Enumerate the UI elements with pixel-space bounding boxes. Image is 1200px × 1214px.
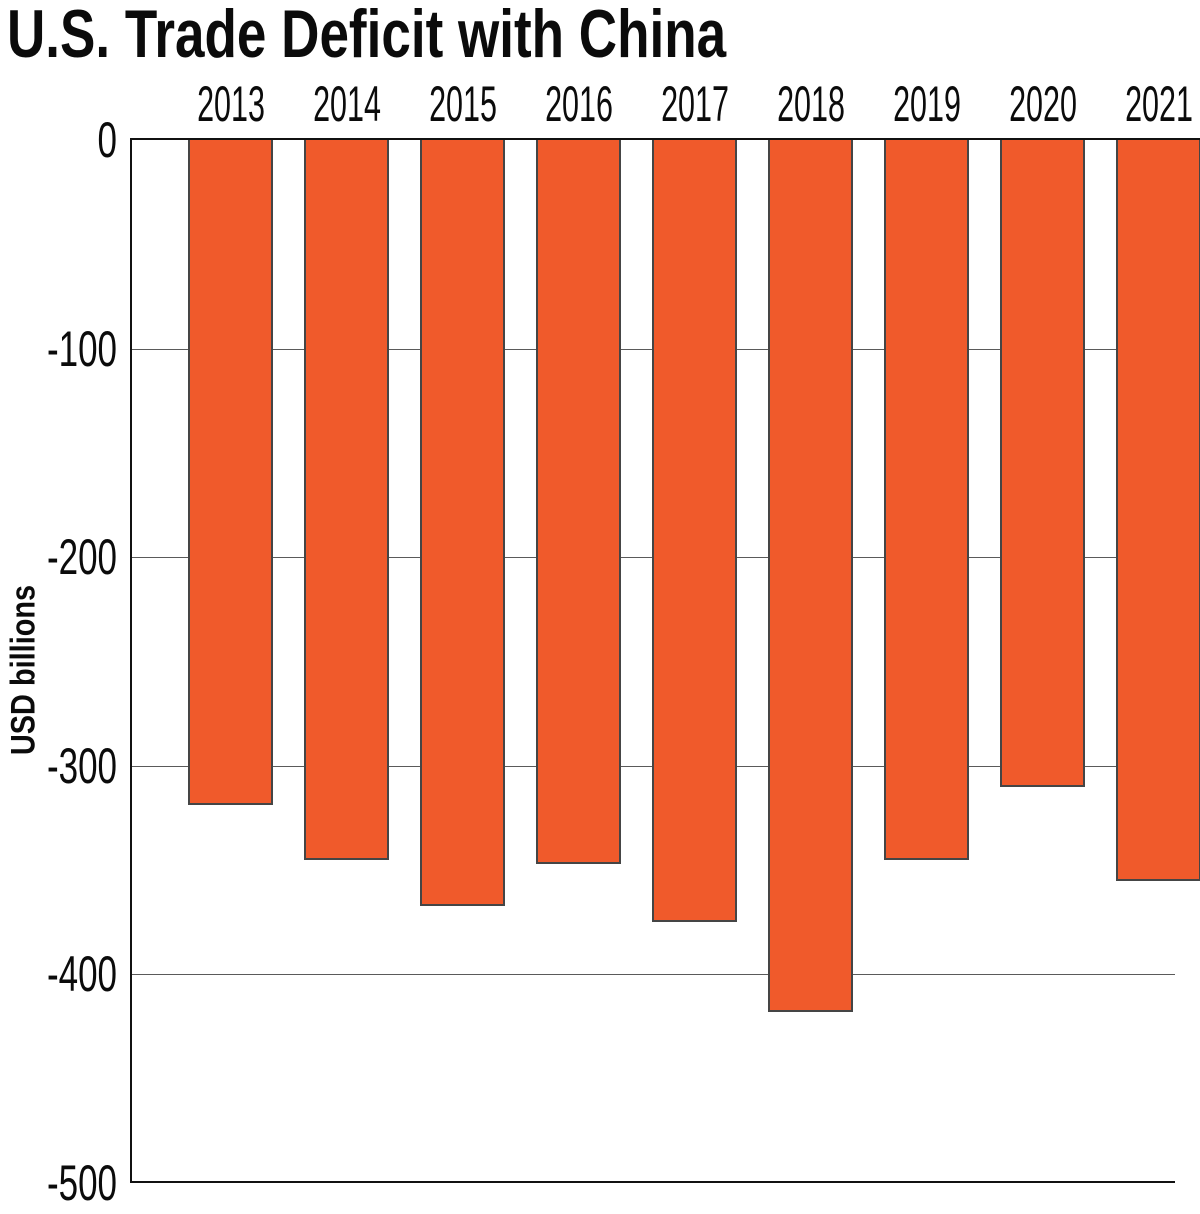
bar-2014: [304, 140, 389, 860]
y-tick-label--300: -300: [46, 737, 117, 794]
x-tick-label-2015: 2015: [428, 76, 497, 132]
bar-2013: [188, 140, 273, 805]
x-tick-label-2014: 2014: [312, 76, 381, 132]
y-tick-label--500: -500: [46, 1155, 117, 1211]
y-tick-label--400: -400: [46, 946, 117, 1003]
chart-title: U.S. Trade Deficit with China: [7, 0, 727, 72]
y-tick-label--100: -100: [46, 320, 117, 377]
y-axis-title: USD billions: [4, 584, 43, 756]
bar-2018: [768, 140, 853, 1012]
x-axis-bottom-line: [130, 1181, 1175, 1183]
x-tick-label-2017: 2017: [660, 76, 729, 132]
x-tick-label-2020: 2020: [1008, 76, 1077, 132]
y-tick-label--200: -200: [46, 529, 117, 586]
x-tick-label-2018: 2018: [776, 76, 845, 132]
bar-2020: [1000, 140, 1085, 787]
bar-2015: [420, 140, 505, 906]
gridline--400: [132, 974, 1175, 975]
bar-2019: [884, 140, 969, 860]
bar-2016: [536, 140, 621, 864]
x-tick-label-2019: 2019: [892, 76, 961, 132]
plot-area: [130, 138, 1200, 1183]
y-tick-label-0: 0: [97, 112, 117, 168]
bar-2021: [1116, 140, 1200, 881]
x-tick-label-2021: 2021: [1124, 76, 1193, 132]
bar-2017: [652, 140, 737, 922]
x-tick-label-2016: 2016: [544, 76, 613, 132]
x-tick-label-2013: 2013: [196, 76, 265, 132]
